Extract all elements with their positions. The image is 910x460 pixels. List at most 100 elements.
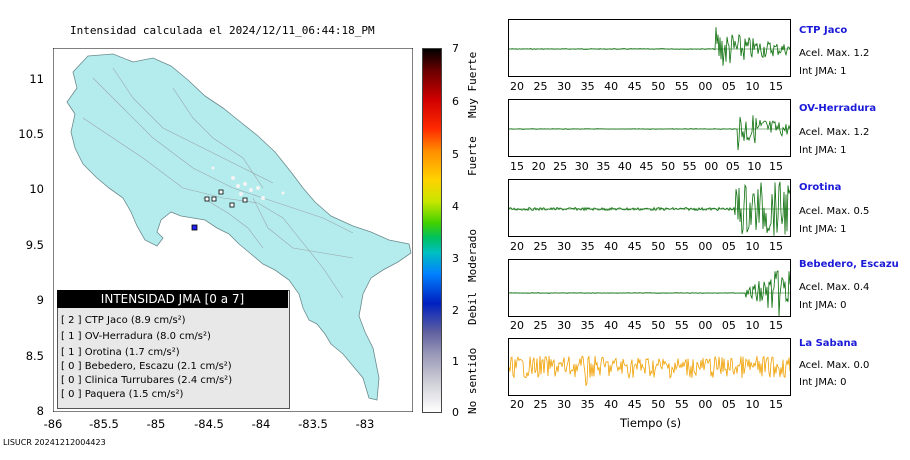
time-tick: 25 <box>533 240 548 253</box>
time-tick: 25 <box>553 160 568 173</box>
intensity-colorbar <box>422 48 442 413</box>
colorbar-tick: 5 <box>452 148 459 161</box>
time-tick: 00 <box>704 160 719 173</box>
seismogram-la-sabana <box>508 338 791 396</box>
time-tick: 30 <box>557 80 572 93</box>
time-tick: 50 <box>661 160 676 173</box>
time-tick: 00 <box>698 80 713 93</box>
map-x-tick: -86 <box>43 417 63 431</box>
time-tick: 45 <box>627 80 642 93</box>
legend-row: [ 1 ] Orotina (1.7 cm/s²) <box>61 347 180 358</box>
legend-row: [ 1 ] OV-Herradura (8.0 cm/s²) <box>61 331 211 342</box>
seismogram-ov-herradura <box>508 99 791 157</box>
legend-header: INTENSIDAD JMA [0 a 7] <box>57 290 288 308</box>
time-tick: 05 <box>721 240 736 253</box>
time-tick: 45 <box>639 160 654 173</box>
time-tick: 35 <box>580 319 595 332</box>
map-x-tick: -84 <box>251 417 271 431</box>
time-tick: 40 <box>604 80 619 93</box>
time-tick: 25 <box>533 80 548 93</box>
colorbar-tick: 4 <box>452 200 459 213</box>
map-y-tick: 9 <box>36 293 44 307</box>
costa-rica-landmass <box>66 53 412 401</box>
station-int: Int JMA: 0 <box>799 300 847 311</box>
time-tick: 15 <box>769 319 783 332</box>
colorbar-tick: 7 <box>452 42 459 55</box>
time-tick: 10 <box>745 398 760 411</box>
station-accel: Acel. Max. 0.0 <box>799 360 870 371</box>
time-tick: 35 <box>580 240 595 253</box>
time-tick: 25 <box>533 319 548 332</box>
map-x-tick: -84.5 <box>194 417 224 431</box>
colorbar-tick: 6 <box>452 95 459 108</box>
time-tick: 05 <box>725 160 740 173</box>
time-tick: 30 <box>557 319 572 332</box>
time-tick: 10 <box>745 80 760 93</box>
station-accel: Acel. Max. 0.4 <box>799 282 870 293</box>
footer-id: LISUCR 20241212004423 <box>3 438 106 447</box>
station-int: Int JMA: 1 <box>799 66 847 77</box>
colorbar-label-no-sentido: No sentido <box>466 347 479 414</box>
map-x-tick: -83.5 <box>298 417 328 431</box>
time-tick: 15 <box>769 160 783 173</box>
time-tick: 55 <box>674 398 689 411</box>
time-tick: 45 <box>627 240 642 253</box>
time-tick: 15 <box>769 80 783 93</box>
road-network <box>82 67 354 299</box>
time-tick: 05 <box>721 80 736 93</box>
seismogram-ctp-jaco <box>508 19 791 77</box>
time-tick: 45 <box>627 398 642 411</box>
time-tick: 00 <box>698 398 713 411</box>
station-accel: Acel. Max. 1.2 <box>799 127 870 138</box>
time-tick: 15 <box>769 398 783 411</box>
colorbar-label-debil: Debil <box>466 291 479 325</box>
legend-row: [ 0 ] Clinica Turrubares (2.4 cm/s²) <box>61 375 233 386</box>
colorbar-tick: 0 <box>452 406 459 419</box>
station-int: Int JMA: 0 <box>799 377 847 388</box>
colorbar-label-moderado: Moderado <box>466 229 479 282</box>
time-tick: 30 <box>557 398 572 411</box>
time-tick: 10 <box>745 240 760 253</box>
time-tick: 35 <box>580 80 595 93</box>
city-dots <box>211 166 285 200</box>
map-y-tick: 8 <box>36 404 44 418</box>
time-tick: 10 <box>745 319 760 332</box>
time-tick: 20 <box>510 398 524 411</box>
time-tick: 55 <box>682 160 697 173</box>
time-tick: 20 <box>510 319 524 332</box>
station-name: La Sabana <box>799 338 858 349</box>
map-y-tick: 9.5 <box>25 238 44 252</box>
colorbar-label-muy-fuerte: Muy Fuerte <box>466 51 479 118</box>
legend-row: [ 2 ] CTP Jaco (8.9 cm/s²) <box>61 315 186 326</box>
station-name: OV-Herradura <box>799 103 877 114</box>
time-axis-label: Tiempo (s) <box>620 416 682 430</box>
time-tick: 30 <box>557 240 572 253</box>
time-tick: 55 <box>674 240 689 253</box>
station-int: Int JMA: 1 <box>799 224 847 235</box>
time-tick: 55 <box>674 319 689 332</box>
time-tick: 25 <box>533 398 548 411</box>
time-tick: 00 <box>698 319 713 332</box>
station-int: Int JMA: 1 <box>799 145 847 156</box>
intensity-legend <box>57 290 290 409</box>
legend-row: [ 0 ] Paquera (1.5 cm/s²) <box>61 389 184 400</box>
time-tick: 55 <box>674 80 689 93</box>
seismogram-bebedero-escazu <box>508 259 791 317</box>
colorbar-tick: 1 <box>452 355 459 368</box>
station-markers <box>191 189 248 231</box>
time-tick: 45 <box>627 319 642 332</box>
map-x-tick: -83 <box>355 417 375 431</box>
station-name: Orotina <box>799 182 842 193</box>
time-tick: 35 <box>596 160 611 173</box>
colorbar-tick: 2 <box>452 304 459 317</box>
time-tick: 50 <box>651 80 666 93</box>
time-tick: 15 <box>510 160 524 173</box>
time-tick: 50 <box>651 319 666 332</box>
station-name: Bebedero, Escazu <box>799 259 899 270</box>
time-tick: 35 <box>580 398 595 411</box>
map-x-tick: -85.5 <box>89 417 119 431</box>
station-name: CTP Jaco <box>799 25 848 36</box>
time-tick: 20 <box>510 80 524 93</box>
colorbar-label-fuerte: Fuerte <box>466 136 479 176</box>
time-tick: 40 <box>604 319 619 332</box>
